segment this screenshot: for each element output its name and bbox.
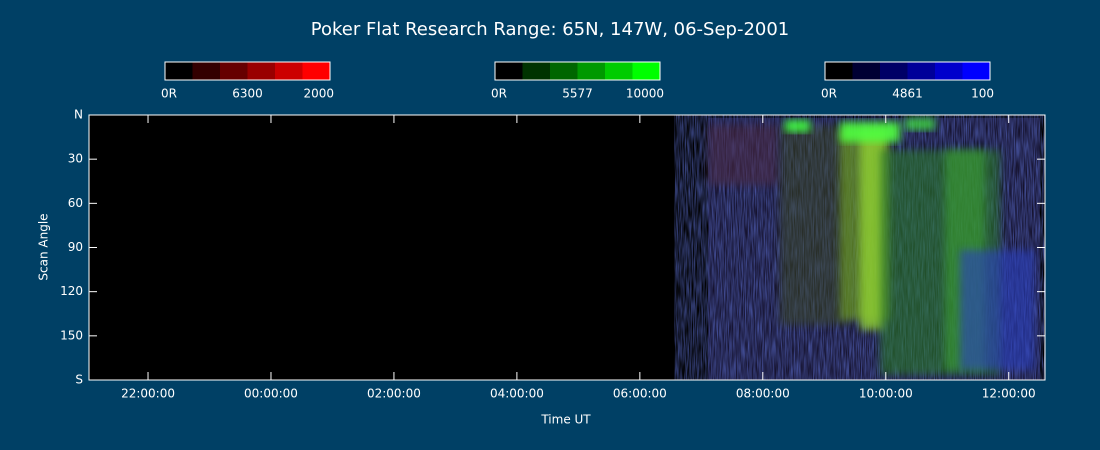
colorbar-swatch [302,62,331,80]
colorbar-name: 5577 [562,87,593,101]
colorbar-swatch [247,62,276,80]
colorbar-swatch [880,62,908,80]
y-tick-label: 30 [68,152,83,166]
colorbar-swatch [165,62,193,80]
image-glow [905,118,935,130]
y-tick-label: 90 [68,240,83,254]
colorbar-swatch [935,62,963,80]
colorbar-swatch [632,62,661,80]
colorbar-swatch [852,62,881,80]
colorbar-name: 6300 [232,87,263,101]
colorbar-max: 100 [971,87,994,101]
colorbar-min: 0R [161,87,177,101]
y-tick-label: N [74,108,83,122]
image-glow [780,125,850,325]
image-glow [840,122,900,142]
chart-title: Poker Flat Research Range: 65N, 147W, 06… [311,19,790,40]
colorbar-frame [164,61,331,81]
colorbar-swatch [605,62,633,80]
colorbar-swatch [825,62,853,80]
y-axis-label: Scan Angle [37,213,51,280]
x-tick-label: 06:00:00 [613,387,667,401]
colorbar-swatch [220,62,248,80]
x-tick-label: 04:00:00 [490,387,544,401]
x-tick-label: 10:00:00 [859,387,913,401]
x-tick-label: 22:00:00 [121,387,175,401]
image-glow [785,120,810,132]
aurora-image [708,118,1040,380]
colorbar-swatch [275,62,303,80]
colorbar-swatch [907,62,936,80]
y-tick-label: 120 [60,284,83,298]
image-glow [960,250,1035,370]
colorbar-max: 10000 [626,87,664,101]
colorbar-min: 0R [491,87,507,101]
x-tick-label: 12:00:00 [982,387,1036,401]
image-glow [708,125,778,185]
colorbar-frame [494,61,661,81]
y-tick-label: S [75,373,83,387]
colorbar-swatch [550,62,578,80]
colorbar-swatch [577,62,606,80]
colorbar-name: 4861 [892,87,923,101]
y-tick-label: 150 [60,328,83,342]
colorbar-swatch [962,62,991,80]
colorbar-swatch [522,62,551,80]
colorbar-max: 2000 [303,87,334,101]
x-tick-label: 02:00:00 [367,387,421,401]
x-tick-label: 08:00:00 [736,387,790,401]
colorbar-swatch [495,62,523,80]
x-tick-label: 00:00:00 [244,387,298,401]
x-axis-label: Time UT [540,413,591,427]
colorbar-swatch [192,62,221,80]
y-tick-label: 60 [68,196,83,210]
colorbar-frame [824,61,991,81]
colorbar-min: 0R [821,87,837,101]
